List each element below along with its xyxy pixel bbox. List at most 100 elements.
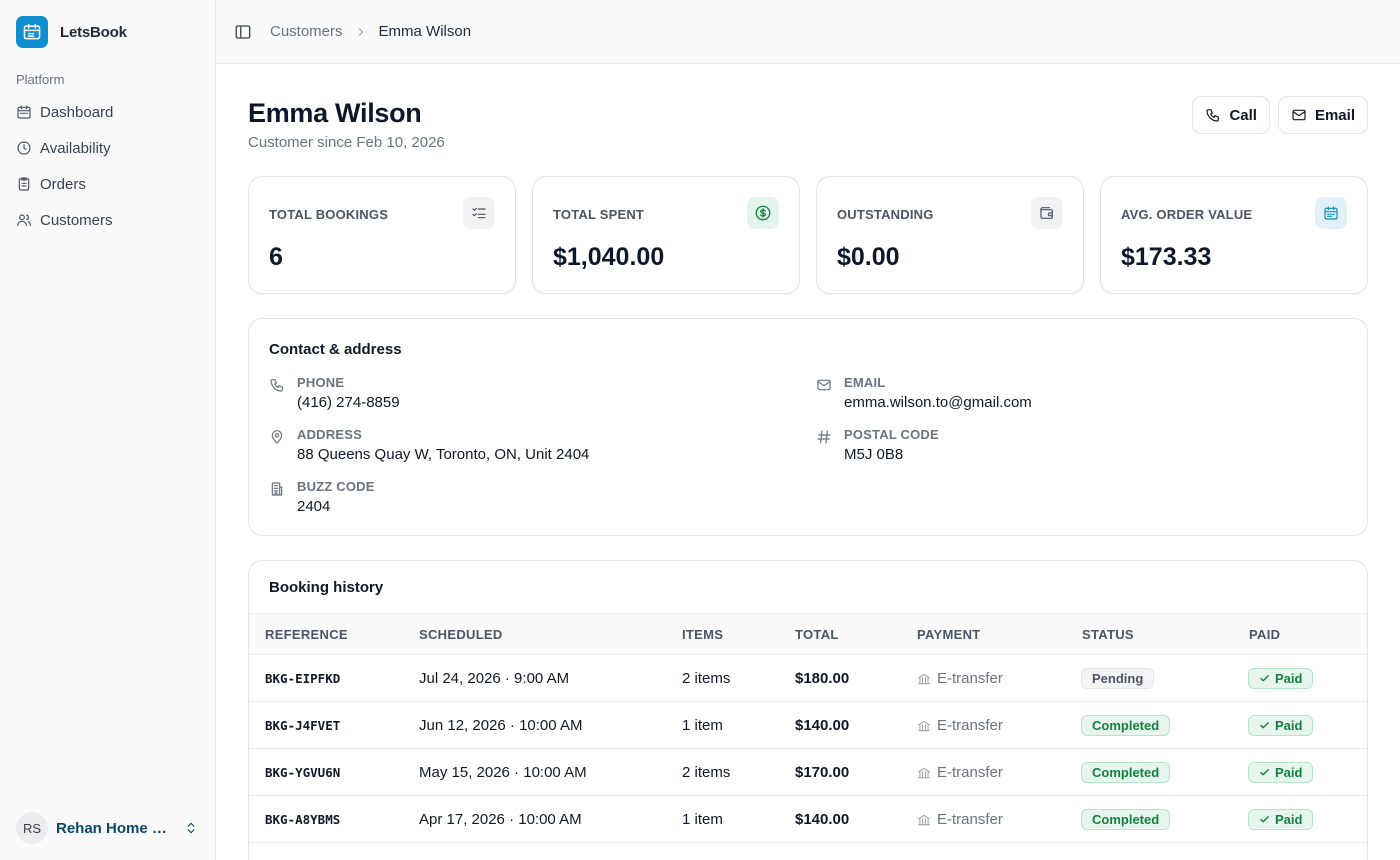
sidebar-item-dashboard[interactable]: Dashboard <box>8 96 208 128</box>
stat-total-spent: TOTAL SPENT $1,040.00 <box>532 176 800 294</box>
sidebar-item-label: Customers <box>40 211 113 229</box>
booking-history-title: Booking history <box>269 579 384 596</box>
column-header-items[interactable]: ITEMS <box>682 627 724 642</box>
booking-payment: E-transfer <box>917 811 1003 828</box>
mail-icon <box>1292 109 1306 121</box>
page-title: Emma Wilson <box>248 98 422 128</box>
column-header-paid[interactable]: PAID <box>1249 627 1281 642</box>
buzz-code-field: BUZZ CODE 2404 <box>269 479 375 515</box>
email-label: EMAIL <box>844 375 886 390</box>
booking-total: $140.00 <box>795 811 850 828</box>
column-header-payment[interactable]: PAYMENT <box>917 627 981 642</box>
sidebar-item-orders[interactable]: Orders <box>8 168 208 200</box>
stat-label: AVG. ORDER VALUE <box>1121 207 1253 222</box>
booking-items: 2 items <box>682 670 731 687</box>
call-label: Call <box>1229 106 1257 124</box>
bank-icon <box>918 720 930 731</box>
wallet-icon <box>1031 197 1063 229</box>
hash-icon <box>817 430 831 444</box>
stat-value: $1,040.00 <box>553 243 665 271</box>
users-icon <box>17 214 31 226</box>
email-label: Email <box>1314 106 1355 124</box>
booking-payment: E-transfer <box>917 717 1003 734</box>
phone-label: PHONE <box>297 375 345 390</box>
stat-value: $0.00 <box>837 243 900 271</box>
building-icon <box>271 482 283 496</box>
column-header-status[interactable]: STATUS <box>1082 627 1134 642</box>
sidebar-item-label: Availability <box>40 139 111 157</box>
table-row[interactable]: BKG-EIPFKD Jul 24, 2026 · 9:00 AM 2 item… <box>249 655 1367 702</box>
booking-items: 1 item <box>682 811 723 828</box>
status-badge: Completed <box>1081 715 1171 736</box>
stat-outstanding: OUTSTANDING $0.00 <box>816 176 1084 294</box>
email-field: EMAIL emma.wilson.to@gmail.com <box>816 375 1032 411</box>
brand[interactable]: LetsBook <box>16 16 127 48</box>
call-button[interactable]: Call <box>1192 96 1270 134</box>
breadcrumb: Customers Emma Wilson <box>270 23 471 40</box>
phone-value[interactable]: (416) 274-8859 <box>297 394 400 411</box>
customer-since: Customer since Feb 10, 2026 <box>248 134 445 151</box>
sidebar-item-label: Orders <box>40 175 86 193</box>
user-name: Rehan Home Ser... <box>56 819 176 837</box>
user-switcher[interactable]: RS Rehan Home Ser... <box>16 812 200 844</box>
column-header-reference[interactable]: REFERENCE <box>265 627 348 642</box>
email-button[interactable]: Email <box>1277 96 1368 134</box>
bank-icon <box>918 814 930 825</box>
booking-items: 2 items <box>682 764 731 781</box>
sidebar: LetsBook Platform Dashboard Availability… <box>0 0 216 860</box>
calendar-icon <box>1315 197 1347 229</box>
address-field: ADDRESS 88 Queens Quay W, Toronto, ON, U… <box>269 427 589 463</box>
sidebar-item-customers[interactable]: Customers <box>8 204 208 236</box>
clock-icon <box>17 141 31 155</box>
table-header: REFERENCE SCHEDULED ITEMS TOTAL PAYMENT … <box>249 613 1367 655</box>
checklist-icon <box>463 197 495 229</box>
sidebar-toggle-icon[interactable] <box>234 23 252 41</box>
column-header-scheduled[interactable]: SCHEDULED <box>419 627 503 642</box>
table-row[interactable]: BKG-J4FVET Jun 12, 2026 · 10:00 AM 1 ite… <box>249 702 1367 749</box>
paid-badge: Paid <box>1248 715 1314 736</box>
clipboard-icon <box>18 177 30 191</box>
sidebar-nav: Dashboard Availability Orders Customers <box>8 96 208 240</box>
table-row[interactable]: BKG-YGVU6N May 15, 2026 · 10:00 AM 2 ite… <box>249 749 1367 796</box>
booking-reference[interactable]: BKG-YGVU6N <box>265 765 341 780</box>
stat-label: TOTAL BOOKINGS <box>269 207 389 222</box>
map-pin-icon <box>271 430 283 444</box>
email-value[interactable]: emma.wilson.to@gmail.com <box>844 394 1032 411</box>
booking-reference[interactable]: BKG-A8YBMS <box>265 812 341 827</box>
column-header-total[interactable]: TOTAL <box>795 627 839 642</box>
contact-card-title: Contact & address <box>269 341 402 358</box>
check-icon <box>1260 816 1269 823</box>
status-badge: Completed <box>1081 762 1171 783</box>
table-row[interactable]: BKG-A8YBMS Apr 17, 2026 · 10:00 AM 1 ite… <box>249 796 1367 843</box>
booking-history-card: Booking history REFERENCE SCHEDULED ITEM… <box>248 560 1368 860</box>
booking-reference[interactable]: BKG-EIPFKD <box>265 671 341 686</box>
booking-items: 1 item <box>682 717 723 734</box>
table-row[interactable] <box>249 843 1367 860</box>
check-icon <box>1260 769 1269 776</box>
contact-card: Contact & address PHONE (416) 274-8859 E… <box>248 318 1368 536</box>
sidebar-item-availability[interactable]: Availability <box>8 132 208 164</box>
booking-total: $170.00 <box>795 764 850 781</box>
stats-row: TOTAL BOOKINGS 6 TOTAL SPENT $1,040.00 O… <box>248 176 1368 294</box>
status-badge: Completed <box>1081 809 1171 830</box>
stat-label: OUTSTANDING <box>837 207 934 222</box>
app-name: LetsBook <box>60 23 127 41</box>
chevron-right-icon <box>358 27 363 36</box>
breadcrumb-customers[interactable]: Customers <box>270 23 343 40</box>
payment-method: E-transfer <box>937 717 1003 734</box>
stat-value: $173.33 <box>1121 243 1212 271</box>
paid-badge: Paid <box>1248 668 1314 689</box>
phone-icon <box>1206 109 1220 122</box>
booking-scheduled: Apr 17, 2026 · 10:00 AM <box>419 811 582 828</box>
check-icon <box>1260 722 1269 729</box>
booking-scheduled: May 15, 2026 · 10:00 AM <box>419 764 587 781</box>
payment-method: E-transfer <box>937 764 1003 781</box>
paid-label: Paid <box>1275 812 1303 827</box>
booking-scheduled: Jun 12, 2026 · 10:00 AM <box>419 717 583 734</box>
topbar: Customers Emma Wilson <box>216 0 1400 64</box>
booking-payment: E-transfer <box>917 764 1003 781</box>
paid-label: Paid <box>1275 718 1303 733</box>
booking-reference[interactable]: BKG-J4FVET <box>265 718 341 733</box>
dollar-circle-icon <box>747 197 779 229</box>
